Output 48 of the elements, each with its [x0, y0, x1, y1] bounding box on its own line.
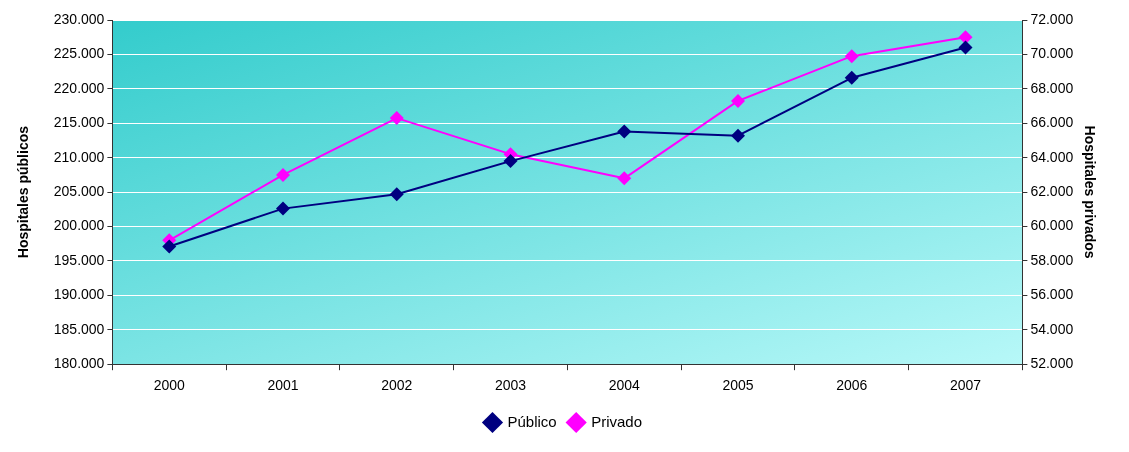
y2-tick-label: 72.000	[1030, 10, 1074, 27]
y-tick-label: 185.000	[53, 320, 105, 337]
point	[731, 93, 746, 108]
y2-tick-label: 62.000	[1030, 182, 1074, 199]
y-tick-label: 180.000	[53, 355, 105, 372]
x-tick-label: 2004	[608, 377, 641, 394]
x-tick-label: 2001	[267, 377, 299, 394]
y2-tick-label: 58.000	[1030, 251, 1074, 268]
y2-tick-label: 66.000	[1030, 114, 1074, 131]
y2-tick-label: 56.000	[1030, 286, 1074, 303]
point	[503, 154, 518, 169]
x-tick-label: 2003	[494, 377, 527, 394]
point	[276, 201, 291, 216]
legend-label: Público	[507, 412, 557, 430]
y2-tick-label: 54.000	[1030, 320, 1074, 337]
point	[731, 128, 746, 143]
y-tick-label: 225.000	[53, 45, 105, 62]
x-tick-label: 2000	[153, 377, 186, 394]
y-tick-label: 215.000	[53, 114, 105, 131]
point	[958, 40, 973, 55]
y2-tick-label: 52.000	[1030, 355, 1074, 372]
y-tick-label: 190.000	[53, 286, 105, 303]
y-tick-label: 200.000	[53, 217, 105, 234]
point	[389, 187, 404, 202]
point	[617, 171, 632, 186]
point	[389, 111, 404, 126]
point	[276, 167, 291, 182]
y-axis-title: Hospitales públicos	[15, 125, 32, 259]
y2-tick-label: 60.000	[1030, 217, 1074, 234]
x-tick-label: 2006	[836, 377, 868, 394]
y-tick-label: 195.000	[53, 251, 105, 268]
point	[958, 30, 973, 45]
point	[617, 124, 632, 139]
y-tick-label: 210.000	[53, 148, 105, 165]
y2-tick-label: 70.000	[1030, 45, 1074, 62]
x-tick-label: 2002	[381, 377, 413, 394]
y-tick-label: 230.000	[53, 10, 105, 27]
y2-tick-label: 68.000	[1030, 79, 1074, 96]
x-tick-label: 2007	[949, 377, 982, 394]
y2-tick-label: 64.000	[1030, 148, 1074, 165]
legend-label: Privado	[591, 412, 643, 430]
x-tick-label: 2005	[722, 377, 754, 394]
y2-axis-title: Hospitales privados	[1081, 125, 1098, 259]
y-tick-label: 220.000	[53, 79, 105, 96]
y-tick-label: 205.000	[53, 182, 105, 199]
point	[844, 49, 859, 64]
point	[162, 239, 177, 254]
point	[844, 70, 859, 85]
